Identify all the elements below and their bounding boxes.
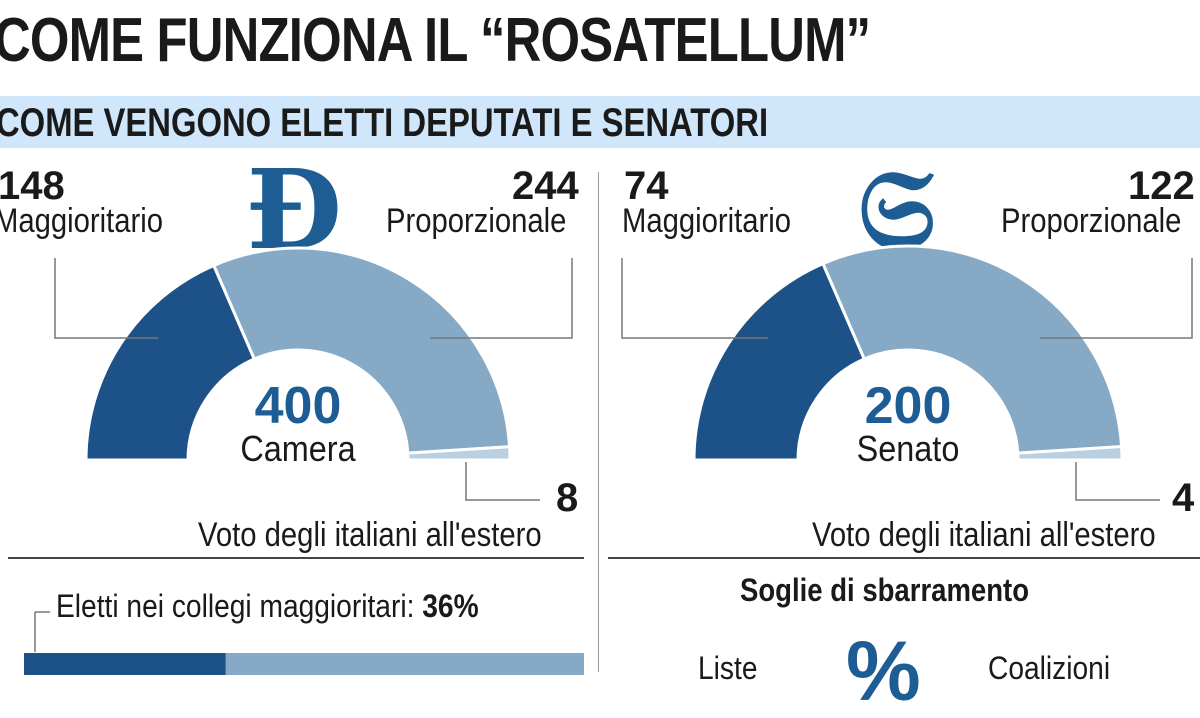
right-bottom-divider	[608, 557, 1200, 559]
elected-percent: 36%	[422, 588, 479, 624]
camera-slice-proporzionale	[211, 246, 512, 455]
page-title: COME FUNZIONA IL “ROSATELLUM”	[0, 6, 871, 75]
senato-label: Senato	[856, 428, 960, 469]
senato-estero-value: 4	[1172, 476, 1195, 520]
thresholds-title: Soglie di sbarramento	[740, 572, 1030, 608]
camera-estero-leader	[465, 462, 540, 501]
left-bottom-divider	[8, 557, 584, 559]
senato-slice-proporzionale	[821, 244, 1124, 455]
liste-label: Liste	[698, 650, 758, 686]
center-divider	[598, 172, 599, 672]
camera-proporzionale-label: Proporzionale	[386, 202, 567, 240]
camera-slice-estero	[406, 445, 512, 462]
senato-maggioritario-label: Maggioritario	[622, 202, 792, 240]
camera-total: 400	[254, 377, 342, 435]
senato-estero-leader	[1075, 462, 1160, 501]
camera-label: Camera	[240, 428, 356, 469]
camera-estero-value: 8	[556, 476, 579, 520]
camera-slice-maggioritario	[84, 263, 257, 462]
elected-caption: Eletti nei collegi maggioritari: 36%	[56, 588, 479, 625]
senato-proporzionale-label: Proporzionale	[1001, 202, 1182, 240]
senato-proporzionale-leader	[1040, 258, 1193, 339]
elected-bar-fill	[24, 653, 226, 675]
senato-slice-estero	[1016, 444, 1124, 462]
senato-proporzionale-value: 122	[1128, 164, 1195, 208]
camera-maggioritario-value: 148	[0, 164, 65, 208]
page-subtitle: COME VENGONO ELETTI DEPUTATI E SENATORI	[0, 101, 769, 145]
senato-slice-maggioritario	[692, 261, 867, 462]
subtitle-band	[0, 96, 1200, 148]
camera-proporzionale-value: 244	[512, 164, 579, 208]
coalizioni-label: Coalizioni	[988, 650, 1111, 686]
camera-maggioritario-leader	[54, 258, 158, 339]
camera-maggioritario-label: Maggioritario	[0, 202, 164, 240]
camera-estero-label: Voto degli italiani all'estero	[198, 516, 542, 554]
elected-label: Eletti nei collegi maggioritari:	[56, 588, 415, 624]
camera-proporzionale-leader	[430, 258, 573, 339]
senato-maggioritario-value: 74	[624, 164, 669, 208]
charts-svg	[24, 244, 1193, 675]
senato-estero-label: Voto degli italiani all'estero	[812, 516, 1156, 554]
percent-icon: %	[846, 624, 921, 718]
senato-maggioritario-leader	[621, 258, 768, 339]
senato-total: 200	[864, 377, 952, 435]
